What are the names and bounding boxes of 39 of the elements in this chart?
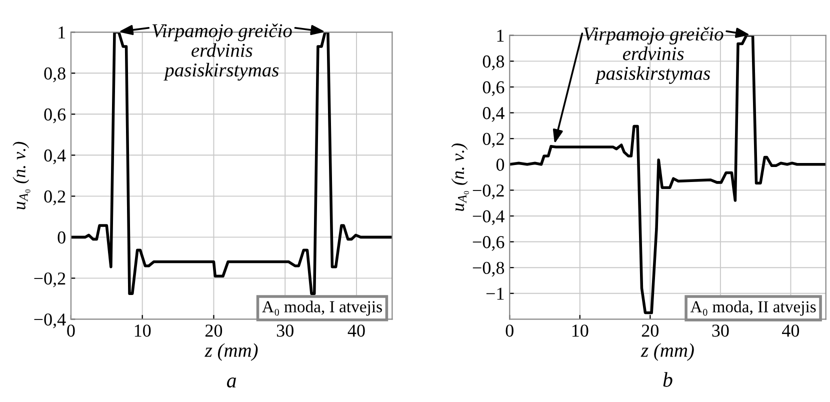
annotation: A₀ moda, I atvejis: [262, 300, 382, 316]
x-tick-label: 40: [782, 324, 800, 337]
annotation: A₀ moda, II atvejis: [690, 300, 816, 316]
x-tick-label: 20: [205, 324, 222, 337]
y-tick-label: 0,8: [482, 55, 504, 70]
y-tick-label: 0: [496, 158, 504, 171]
y-tick-label: −1: [486, 288, 504, 300]
y-tick-label: −0,4: [472, 210, 504, 226]
x-tick-label: 30: [276, 324, 294, 337]
x-tick-label: 10: [572, 324, 588, 337]
x-tick-label: 10: [134, 324, 151, 337]
x-axis-title: z (mm): [640, 343, 694, 361]
y-tick-label: 1: [58, 26, 66, 38]
x-tick-label: 30: [712, 324, 729, 337]
x-tick-label: 0: [67, 324, 75, 337]
x-tick-label: 0: [506, 324, 514, 337]
y-tick-label: 0,4: [482, 107, 504, 122]
y-axis-title: u$_{A₀}$ (n. v.): [451, 143, 469, 211]
y-tick-label: −0,8: [472, 262, 504, 277]
y-tick-label: −0,6: [472, 236, 504, 251]
x-tick-label: 20: [642, 324, 659, 337]
y-tick-label: 0,4: [44, 149, 66, 164]
annotation: Virpamojo greičio erdvinis pasiskirstymas: [152, 24, 292, 81]
y-tick-label: 0,2: [482, 132, 504, 148]
y-tick-label: 0: [58, 231, 66, 244]
y-tick-label: −0,2: [34, 272, 66, 288]
y-tick-label: 0,6: [482, 81, 504, 96]
y-tick-label: 0,8: [44, 67, 66, 82]
x-tick-label: 40: [348, 324, 365, 337]
y-tick-label: 0,6: [44, 108, 66, 124]
y-tick-label: −0,2: [472, 184, 504, 200]
text: b: [663, 372, 672, 387]
y-tick-label: 0,2: [44, 190, 66, 206]
y-tick-label: −0,4: [34, 313, 66, 328]
y-axis-title: u$_{A₀}$ (n. v.): [12, 142, 30, 210]
text: a: [226, 378, 236, 388]
y-tick-label: 1: [497, 30, 504, 42]
annotation: Virpamojo greičio erdvinis pasiskirstymas: [584, 26, 724, 84]
x-axis-title: z (mm): [204, 343, 258, 361]
